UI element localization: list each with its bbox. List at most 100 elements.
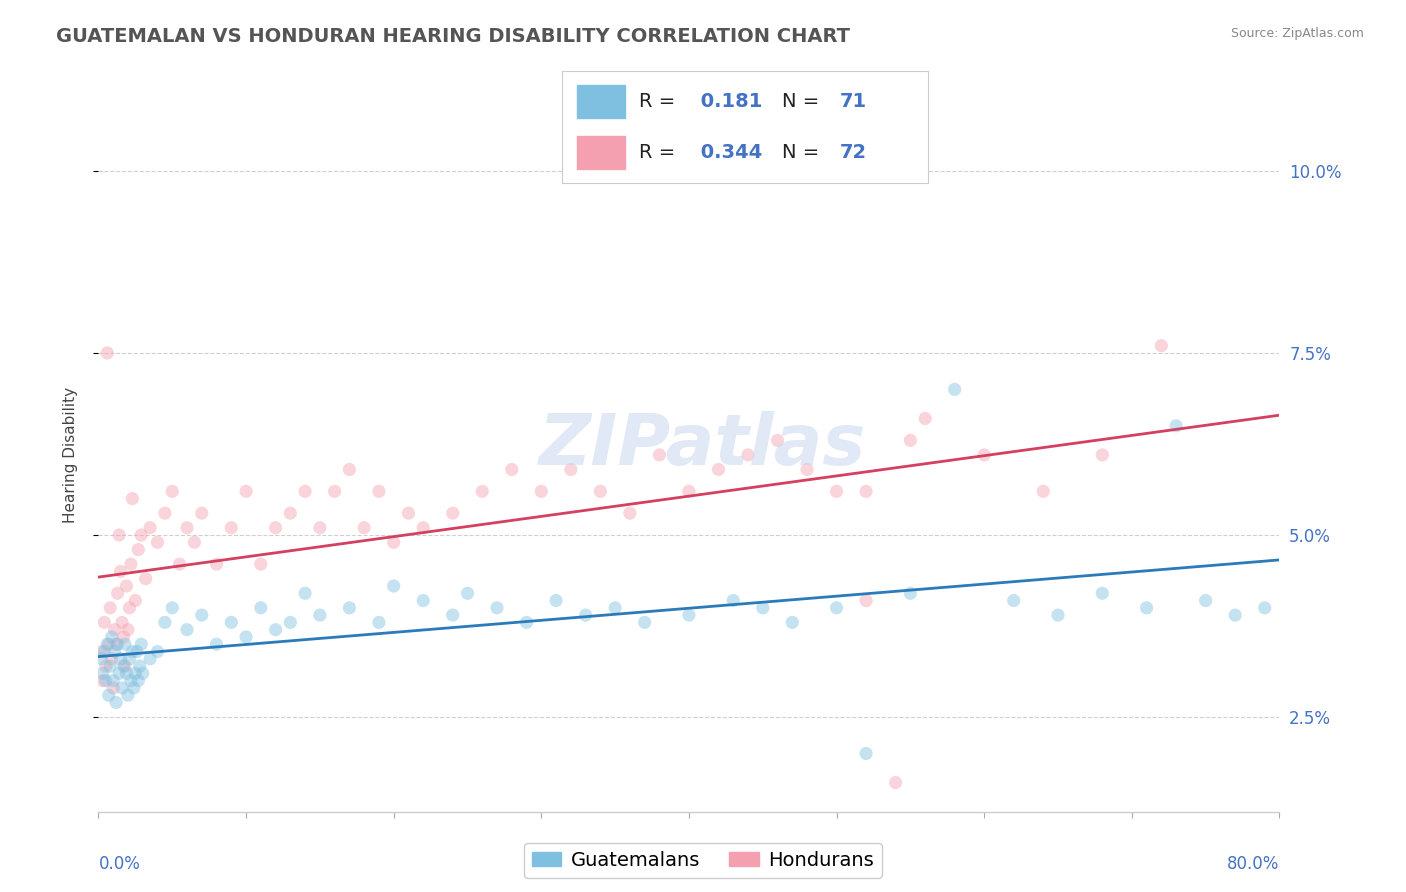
Point — [560, 462, 582, 476]
Text: R =: R = — [640, 144, 682, 162]
Point — [97, 637, 120, 651]
Point — [221, 521, 243, 535]
Point — [127, 673, 149, 688]
Point — [121, 491, 143, 506]
Point — [782, 615, 804, 630]
Point — [323, 484, 346, 499]
Point — [90, 644, 112, 658]
Point — [111, 681, 134, 695]
Point — [1150, 339, 1173, 353]
Point — [132, 666, 155, 681]
Text: 71: 71 — [841, 92, 868, 111]
Text: N =: N = — [782, 144, 825, 162]
Text: 80.0%: 80.0% — [1227, 855, 1279, 872]
Legend: Guatemalans, Hondurans: Guatemalans, Hondurans — [524, 843, 882, 878]
Point — [114, 659, 136, 673]
Point — [103, 673, 125, 688]
Point — [97, 688, 120, 702]
Point — [250, 600, 273, 615]
Point — [250, 557, 273, 571]
Point — [884, 775, 907, 789]
Point — [396, 506, 419, 520]
Text: 0.344: 0.344 — [695, 144, 762, 162]
Point — [264, 521, 287, 535]
Point — [120, 557, 142, 571]
Point — [914, 411, 936, 425]
Point — [153, 615, 176, 630]
Y-axis label: Hearing Disability: Hearing Disability — [63, 387, 77, 523]
Point — [153, 506, 176, 520]
Point — [105, 696, 128, 710]
Point — [221, 615, 243, 630]
Point — [278, 615, 302, 630]
Point — [456, 586, 478, 600]
Point — [162, 600, 183, 615]
Point — [501, 462, 523, 476]
Point — [104, 644, 127, 658]
Point — [107, 637, 129, 651]
Point — [98, 600, 121, 615]
Point — [117, 623, 139, 637]
Point — [1164, 418, 1187, 433]
Point — [973, 448, 995, 462]
Point — [96, 637, 118, 651]
Point — [412, 593, 434, 607]
Point — [114, 637, 136, 651]
Point — [111, 615, 134, 630]
Point — [115, 579, 138, 593]
Point — [118, 600, 141, 615]
Point — [900, 586, 922, 600]
Point — [441, 608, 464, 623]
Point — [91, 673, 114, 688]
Point — [605, 600, 627, 615]
Point — [530, 484, 553, 499]
Text: ZIPatlas: ZIPatlas — [540, 411, 866, 481]
Point — [855, 593, 877, 607]
Point — [900, 434, 922, 448]
Point — [127, 542, 149, 557]
Point — [1195, 593, 1218, 607]
Point — [96, 346, 118, 360]
Point — [183, 535, 205, 549]
Point — [633, 615, 655, 630]
Point — [678, 608, 700, 623]
Point — [129, 528, 152, 542]
Point — [1223, 608, 1246, 623]
Point — [516, 615, 538, 630]
Text: 72: 72 — [841, 144, 868, 162]
Point — [368, 615, 391, 630]
Point — [139, 521, 162, 535]
Point — [93, 615, 115, 630]
Bar — [576, 85, 624, 119]
Point — [235, 484, 257, 499]
Text: N =: N = — [782, 92, 825, 111]
Point — [108, 528, 131, 542]
Point — [294, 586, 316, 600]
Point — [122, 681, 145, 695]
Point — [441, 506, 464, 520]
Point — [90, 652, 112, 666]
Point — [94, 673, 117, 688]
Point — [278, 506, 302, 520]
Point — [98, 659, 121, 673]
Point — [112, 659, 135, 673]
Point — [176, 521, 198, 535]
Point — [574, 608, 596, 623]
Point — [110, 565, 132, 579]
Text: GUATEMALAN VS HONDURAN HEARING DISABILITY CORRELATION CHART: GUATEMALAN VS HONDURAN HEARING DISABILIT… — [56, 27, 851, 45]
Point — [412, 521, 434, 535]
Point — [124, 593, 146, 607]
Point — [382, 535, 405, 549]
Point — [91, 666, 114, 681]
Point — [107, 586, 129, 600]
Point — [93, 644, 115, 658]
Point — [589, 484, 612, 499]
Point — [117, 688, 139, 702]
Point — [100, 652, 122, 666]
Point — [619, 506, 641, 520]
Point — [855, 484, 877, 499]
Text: R =: R = — [640, 92, 682, 111]
Point — [825, 600, 848, 615]
Text: 0.0%: 0.0% — [98, 855, 141, 872]
Point — [191, 506, 214, 520]
